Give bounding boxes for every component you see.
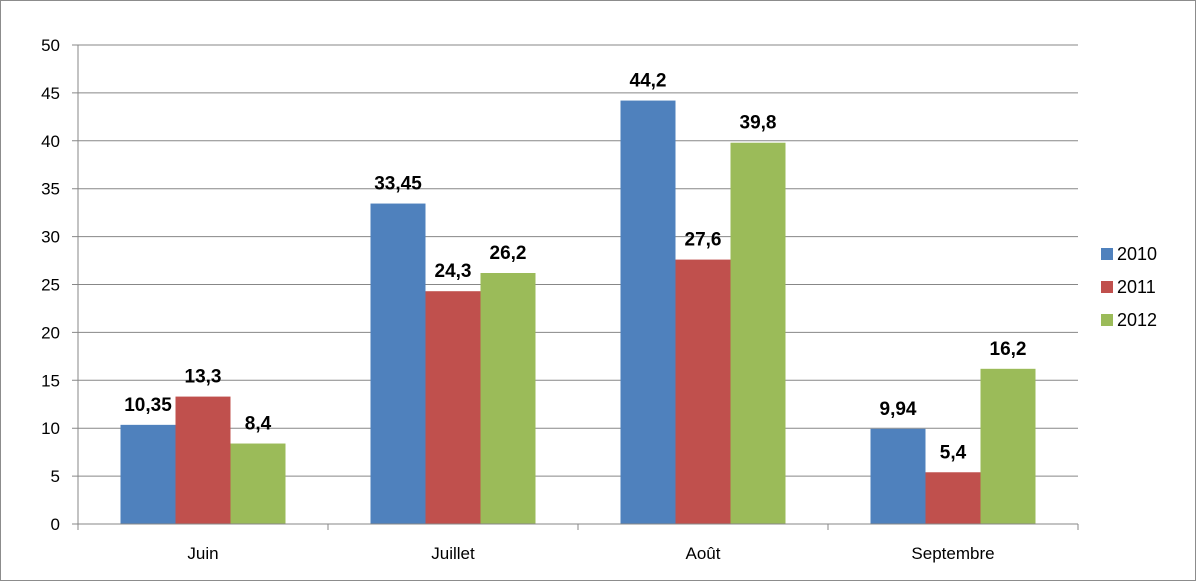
y-tick-label: 15 (41, 371, 60, 390)
bar-2011 (925, 472, 981, 524)
y-tick-label: 10 (41, 419, 60, 438)
bar-2012 (480, 273, 536, 524)
data-label: 39,8 (740, 113, 777, 134)
data-label: 8,4 (245, 414, 272, 435)
legend-swatch-2012 (1101, 314, 1113, 326)
data-label: 9,94 (880, 399, 917, 420)
legend-label: 2011 (1117, 277, 1156, 297)
bar-2010 (620, 100, 676, 525)
y-tick-label: 40 (41, 132, 60, 151)
data-label: 16,2 (990, 339, 1027, 360)
data-label: 26,2 (490, 243, 527, 264)
y-tick-label: 5 (51, 467, 60, 486)
y-tick-label: 25 (41, 276, 60, 295)
bar-2011 (425, 291, 481, 524)
y-tick-label: 45 (41, 84, 60, 103)
data-labels: 10,35 13,3 8,4 33,45 24,3 26,2 44,2 27,6 39,8 9,9… (124, 71, 1026, 464)
data-label: 24,3 (435, 261, 472, 282)
bar-2011 (675, 259, 731, 524)
data-label: 44,2 (630, 71, 667, 92)
y-tick-label: 30 (41, 228, 60, 247)
bar-2010 (120, 424, 176, 524)
bar-2011 (175, 396, 231, 524)
x-tick-label: Juin (187, 544, 218, 563)
x-tick-label: Septembre (911, 544, 994, 563)
legend: 2010 2011 2012 (1101, 244, 1157, 330)
legend-swatch-2010 (1101, 248, 1113, 260)
x-tick-label: Juillet (431, 544, 475, 563)
bar-2012 (230, 443, 286, 524)
data-label: 10,35 (124, 395, 172, 416)
data-label: 27,6 (685, 230, 722, 251)
legend-swatch-2011 (1101, 281, 1113, 293)
data-label: 13,3 (185, 367, 222, 388)
bars (120, 100, 1036, 525)
y-tick-label: 50 (41, 36, 60, 55)
y-tick-label: 35 (41, 180, 60, 199)
axes: 0 5 10 15 20 25 30 35 40 45 50 Juin Juillet Août Septe… (41, 36, 1079, 563)
bar-2012 (980, 368, 1036, 524)
y-tick-label: 20 (41, 323, 60, 342)
bar-2010 (370, 203, 426, 524)
y-tick-label: 0 (51, 515, 60, 534)
legend-label: 2010 (1117, 244, 1157, 264)
legend-label: 2012 (1117, 310, 1157, 330)
data-label: 33,45 (374, 174, 422, 195)
data-label: 5,4 (940, 442, 967, 463)
x-tick-label: Août (686, 544, 721, 563)
bar-2010 (870, 428, 926, 524)
bar-2012 (730, 142, 786, 524)
